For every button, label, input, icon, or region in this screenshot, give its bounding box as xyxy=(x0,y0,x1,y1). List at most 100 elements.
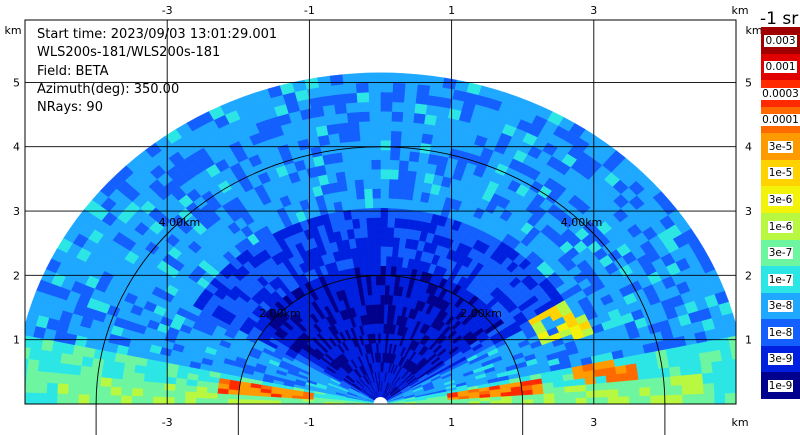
field-cell xyxy=(120,387,133,397)
field-cell xyxy=(38,349,52,363)
x-unit-top: km xyxy=(731,4,748,17)
device-text: WLS200s-181/WLS200s-181 xyxy=(37,45,221,61)
field-cell xyxy=(346,111,359,123)
field-cell xyxy=(373,236,381,247)
colorbar-level-label: 3e-8 xyxy=(767,300,794,313)
field-cell xyxy=(362,169,373,180)
field-cell xyxy=(374,255,381,267)
field-cell xyxy=(70,354,84,367)
field-cell xyxy=(637,369,650,380)
field-cell xyxy=(25,358,29,371)
field-cell xyxy=(397,169,408,181)
field-cell xyxy=(396,179,407,190)
field-cell xyxy=(380,72,394,83)
field-cell xyxy=(368,91,381,103)
field-cell xyxy=(650,394,662,404)
field-cell xyxy=(81,356,94,368)
field-cell xyxy=(67,393,79,404)
field-cell xyxy=(692,393,705,404)
colorbar-level: 1e-7 xyxy=(761,266,800,294)
field-cell xyxy=(410,131,423,144)
field-cell xyxy=(395,198,405,210)
field-cell xyxy=(426,94,441,107)
field-cell xyxy=(441,77,457,90)
field-cell xyxy=(380,342,384,353)
field-cell xyxy=(380,101,393,112)
field-cell xyxy=(380,284,386,295)
field-text: Field: BETA xyxy=(37,63,109,79)
field-cell xyxy=(639,386,651,397)
field-cell xyxy=(93,348,107,361)
field-cell xyxy=(365,207,374,219)
x-tick-label-top: -1 xyxy=(304,4,315,17)
field-cell xyxy=(724,381,736,394)
field-cell xyxy=(345,102,359,114)
x-tick-label-top: 1 xyxy=(448,4,455,17)
field-cell xyxy=(402,199,413,210)
field-cell xyxy=(401,121,414,133)
field-cell xyxy=(391,246,399,258)
field-cell xyxy=(385,246,393,257)
field-cell xyxy=(596,389,609,398)
field-cell xyxy=(35,392,47,404)
field-cell xyxy=(206,392,218,400)
field-cell xyxy=(185,379,198,387)
field-cell xyxy=(402,102,416,114)
field-cell xyxy=(174,384,187,392)
field-cell xyxy=(405,179,416,191)
field-cell xyxy=(721,358,735,372)
nrays-text: NRays: 90 xyxy=(37,100,103,116)
field-cell xyxy=(366,226,375,238)
colorbar-level-label: 0.0001 xyxy=(761,114,800,127)
field-cell xyxy=(380,275,386,286)
field-cell xyxy=(380,178,390,189)
field-cell xyxy=(100,377,113,388)
field-cell xyxy=(671,384,683,396)
field-cell xyxy=(388,169,399,180)
field-cell xyxy=(393,217,403,229)
colorbar-level-label: 3e-7 xyxy=(767,247,794,260)
field-cell xyxy=(596,396,609,404)
field-cell xyxy=(416,161,428,174)
field-cell xyxy=(367,72,381,83)
field-cell xyxy=(638,378,651,388)
field-cell xyxy=(325,123,339,136)
y-tick-label-right: 3 xyxy=(745,205,752,218)
field-cell xyxy=(163,383,176,392)
field-cell xyxy=(46,372,60,384)
field-cell xyxy=(617,388,630,397)
colorbar-level: 3e-7 xyxy=(761,239,800,267)
x-tick-label-bottom: 3 xyxy=(590,416,597,429)
field-cell xyxy=(667,356,680,368)
colorbar-level-label: 3e-5 xyxy=(767,140,794,153)
field-cell xyxy=(392,82,406,94)
field-cell xyxy=(356,91,370,103)
field-cell xyxy=(353,169,364,181)
field-cell xyxy=(46,382,59,395)
field-cell xyxy=(131,388,144,397)
field-cell xyxy=(78,394,90,404)
y-unit-left: km xyxy=(4,24,21,37)
field-cell xyxy=(380,332,384,344)
field-cell xyxy=(628,395,641,404)
field-cell xyxy=(349,140,362,152)
field-cell xyxy=(564,391,577,399)
field-cell xyxy=(368,101,381,112)
field-cell xyxy=(372,197,381,209)
field-cell xyxy=(329,74,344,86)
field-cell xyxy=(195,392,207,399)
field-cell xyxy=(648,377,661,388)
field-cell xyxy=(25,335,34,349)
field-cell xyxy=(414,171,426,183)
field-cell xyxy=(332,93,346,105)
field-cell xyxy=(380,294,385,305)
colorbar-level: 0.001 xyxy=(761,53,800,81)
field-cell xyxy=(82,346,96,359)
field-cell xyxy=(174,397,186,404)
field-cell xyxy=(688,352,702,365)
field-cell xyxy=(121,379,134,389)
field-cell xyxy=(343,82,357,94)
field-cell xyxy=(713,381,726,394)
field-cell xyxy=(369,120,381,132)
field-cell xyxy=(100,368,114,379)
